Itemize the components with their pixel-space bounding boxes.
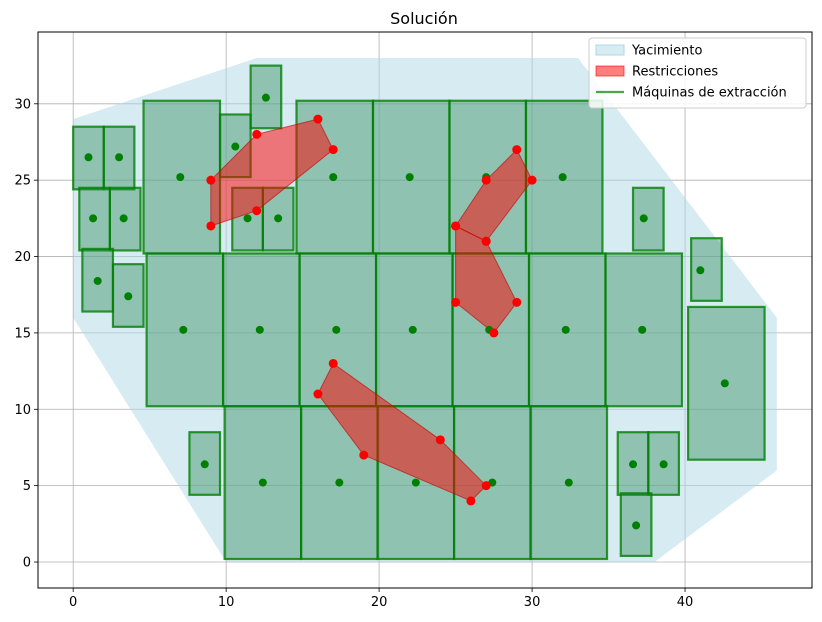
machine-center-point — [335, 478, 344, 487]
restriction-vertex-point — [512, 145, 522, 155]
machine-center-point — [659, 460, 668, 469]
legend-swatch-deposit — [595, 44, 625, 56]
x-tick-label: 10 — [218, 595, 235, 610]
machine-center-point — [261, 93, 270, 102]
y-tick-label: 0 — [23, 556, 31, 571]
x-tick-label: 30 — [524, 595, 541, 610]
x-tick-label: 20 — [371, 595, 388, 610]
machine-center-point — [329, 173, 338, 182]
legend-label: Yacimiento — [631, 44, 702, 59]
machine-center-point — [720, 379, 729, 388]
restriction-vertex-point — [451, 297, 461, 307]
restriction-vertex-point — [313, 389, 323, 399]
restriction-vertices — [206, 114, 537, 506]
machine-rect — [631, 186, 665, 252]
machine-center-point — [274, 214, 283, 223]
machine-center-point — [255, 325, 264, 334]
axes-frame — [37, 31, 813, 589]
machine-rect — [619, 492, 653, 558]
machine-rect — [102, 125, 136, 191]
machine-center-point — [561, 325, 570, 334]
machine-rect — [604, 252, 684, 408]
machine-center-point — [89, 214, 98, 223]
restriction-vertex-point — [481, 175, 491, 185]
restriction-vertex-point — [481, 481, 491, 491]
machine-center-point — [243, 214, 252, 223]
restriction-vertex-point — [206, 175, 216, 185]
machine-center-point — [411, 478, 420, 487]
chart-title: Solución — [390, 9, 458, 28]
restriction-vertex-point — [481, 236, 491, 246]
machine-center-point — [119, 214, 128, 223]
restriction-vertex-point — [512, 297, 522, 307]
legend-label: Restricciones — [632, 65, 718, 80]
machine-center-point — [639, 214, 648, 223]
machine-center-point — [124, 292, 133, 301]
y-tick-label: 15 — [14, 326, 31, 341]
restriction-layer — [210, 118, 533, 502]
restriction-vertex-point — [252, 129, 262, 139]
legend-label: Máquinas de extracción — [632, 86, 787, 101]
machine-centers — [84, 93, 729, 530]
machine-rect — [690, 237, 723, 302]
legend: Yacimiento Restricciones Máquinas de extra… — [588, 37, 807, 109]
legend-swatch-restriction — [595, 65, 625, 77]
machine-center-point — [179, 325, 188, 334]
machine-center-point — [558, 173, 567, 182]
machine-center-point — [632, 521, 641, 530]
machine-center-point — [115, 153, 124, 162]
machine-center-point — [176, 173, 185, 182]
x-tick-label: 40 — [677, 595, 694, 610]
machine-center-point — [405, 173, 414, 182]
restriction-vertex-point — [252, 206, 262, 216]
restriction-vertex-point — [359, 450, 369, 460]
restriction-vertex-point — [328, 358, 338, 368]
machine-center-point — [332, 325, 341, 334]
machine-center-point — [258, 478, 267, 487]
machine-center-point — [629, 460, 638, 469]
restriction-vertex-point — [313, 114, 323, 124]
restriction-vertex-point — [206, 221, 216, 231]
machine-center-point — [200, 460, 209, 469]
machine-center-point — [84, 153, 93, 162]
y-tick-label: 10 — [14, 403, 31, 418]
restriction-polygon — [455, 225, 518, 334]
legend-box — [588, 37, 807, 109]
restriction-vertex-point — [489, 328, 499, 338]
restriction-vertex-point — [435, 435, 445, 445]
machine-center-point — [93, 276, 102, 285]
axes: 0 10 20 30 40 0 5 10 15 20 25 30 — [14, 31, 813, 610]
y-tick-label: 30 — [14, 97, 31, 112]
restriction-vertex-point — [451, 221, 461, 231]
machine-center-point — [564, 478, 573, 487]
x-tick-label: 0 — [69, 595, 77, 610]
machine-center-point — [408, 325, 417, 334]
machine-center-point — [696, 266, 705, 275]
y-tick-label: 25 — [14, 174, 31, 189]
restriction-vertex-point — [328, 145, 338, 155]
y-tick-label: 20 — [14, 250, 31, 265]
restriction-vertex-point — [527, 175, 537, 185]
restriction-vertex-point — [466, 496, 476, 506]
machine-center-point — [638, 325, 647, 334]
machine-center-point — [231, 142, 240, 151]
y-tick-label: 5 — [23, 479, 31, 494]
